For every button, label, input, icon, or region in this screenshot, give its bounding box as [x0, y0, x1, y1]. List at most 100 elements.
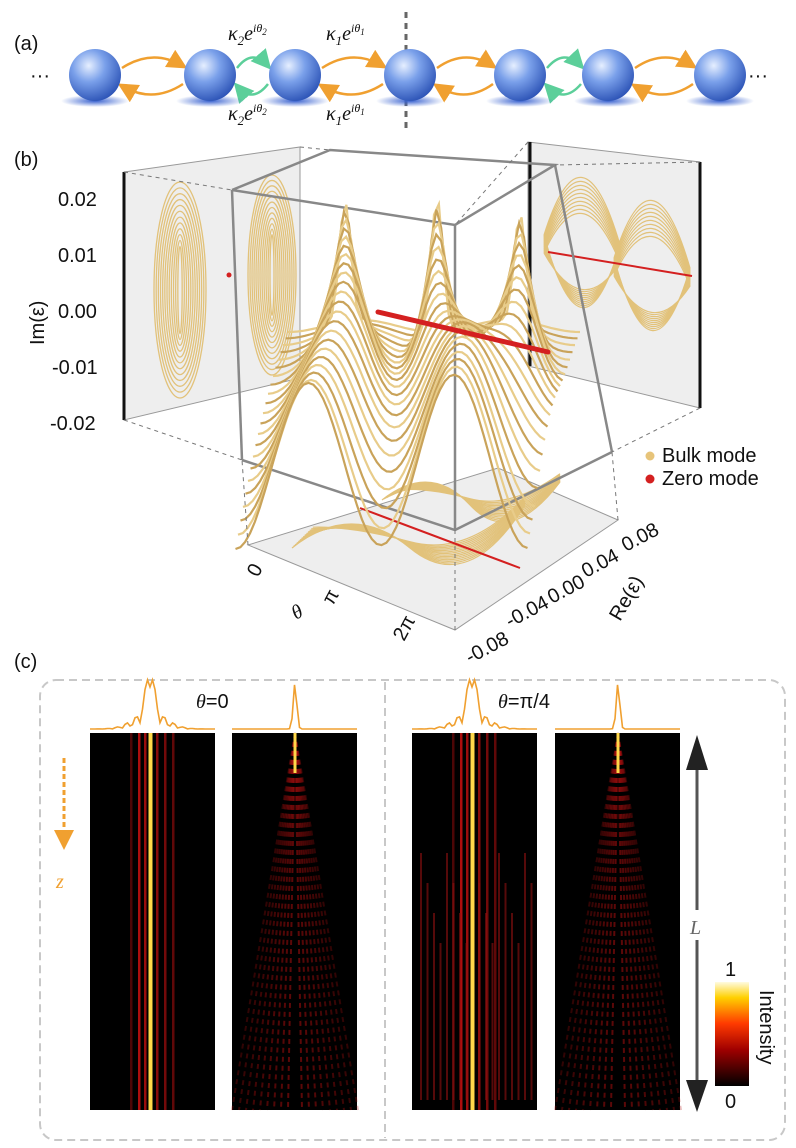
- panel-label: (b): [14, 149, 38, 171]
- intensity-stripe: [433, 913, 435, 1100]
- tick-label: -0.04: [502, 592, 553, 633]
- projection-ring: [164, 210, 196, 370]
- intensity-ray: [617, 732, 654, 1111]
- intensity-ray: [259, 732, 296, 1111]
- box-edge: [230, 189, 244, 461]
- zero-mode-point: [226, 272, 232, 278]
- projection-ring: [257, 201, 287, 349]
- projection-ring: [172, 233, 188, 346]
- panel-label: (c): [14, 651, 37, 673]
- intensity-stripe: [426, 883, 429, 1100]
- tick-label: 2π: [389, 612, 420, 644]
- coupling-arrow: [117, 82, 184, 103]
- projection-ring: [253, 190, 291, 360]
- legend-swatch: [645, 474, 655, 484]
- projection-ring: [249, 179, 295, 371]
- lattice-chain: [61, 48, 754, 107]
- colorbar: [715, 982, 749, 1086]
- projection-lobe: [613, 219, 691, 322]
- axis-label: Re(ε): [605, 572, 648, 624]
- projection-lobe: [613, 211, 691, 326]
- intensity-stripe: [486, 733, 489, 1110]
- axis-label: L: [689, 917, 701, 939]
- surface-contour: [235, 373, 528, 551]
- intensity-ray: [617, 732, 682, 1111]
- intensity-stripe: [466, 733, 469, 1110]
- intensity-ray: [617, 732, 668, 1111]
- coupling-labels: κ2eiθ2 κ1eiθ1 κ2eiθ2 κ1eiθ1: [228, 21, 365, 128]
- intensity-stripe: [530, 883, 533, 1100]
- projection-ring: [269, 233, 275, 317]
- intensity-stripe: [164, 733, 167, 1110]
- projection-ring: [157, 193, 203, 387]
- intensity-core: [293, 733, 297, 773]
- intensity-ray: [617, 732, 661, 1111]
- intensity-profile: [412, 677, 537, 730]
- projection-lobe: [613, 207, 691, 328]
- label-bg: [686, 910, 708, 940]
- coupling-arrow: [317, 82, 384, 103]
- intensity-stripe: [130, 733, 133, 1110]
- projection-ring: [267, 228, 277, 322]
- length-arrowhead: [686, 1080, 708, 1112]
- zero-mode-line: [375, 309, 551, 355]
- axis-label: Im(ε): [27, 301, 49, 345]
- projection-ring: [162, 204, 198, 376]
- zero-mode-line: [359, 507, 521, 569]
- projection-ring: [168, 222, 192, 358]
- coupling-arrow: [436, 49, 498, 70]
- tick-label: 0.00: [544, 571, 589, 609]
- projection-ring: [170, 228, 190, 352]
- z-arrowhead: [54, 830, 74, 850]
- intensity-ray: [294, 732, 338, 1111]
- projection-ring: [265, 223, 279, 327]
- intensity-stripe: [439, 943, 442, 1100]
- intensity-ray: [554, 732, 619, 1111]
- intensity-ray: [294, 732, 352, 1111]
- intensity-ray: [245, 732, 296, 1111]
- intensity-stripe: [156, 733, 159, 1110]
- projection-lobe: [613, 223, 691, 320]
- tick-label: 0.01: [58, 245, 97, 267]
- intensity-ray: [617, 732, 647, 1111]
- intensity-ray: [582, 732, 619, 1111]
- case-label: θ=π/4: [498, 691, 550, 713]
- intensity-profile: [232, 684, 357, 730]
- intensity-profile: [555, 684, 680, 730]
- legend-swatch: [645, 451, 655, 461]
- colorbar-max: 1: [725, 959, 736, 981]
- coupling-arrow: [432, 82, 494, 103]
- tick-label: π: [318, 586, 344, 609]
- intensity-ray: [294, 732, 359, 1111]
- coupling-label: κ1eiθ1: [326, 21, 365, 48]
- coupling-label: κ2eiθ2: [228, 101, 267, 128]
- legend-label: Zero mode: [662, 468, 759, 490]
- tick-label: 0.02: [58, 189, 97, 211]
- ellipsis: ···: [748, 65, 768, 87]
- projection-ring: [177, 245, 183, 335]
- guide-lines: [123, 141, 701, 630]
- lattice-site: [69, 49, 121, 101]
- intensity-ray: [266, 732, 296, 1111]
- tick-label: -0.02: [50, 413, 96, 435]
- lattice-site: [582, 49, 634, 101]
- projection-ring: [263, 217, 281, 333]
- case-label: θ=0: [196, 691, 229, 713]
- intensity-maps: [90, 677, 682, 1111]
- coupling-arrow: [233, 82, 269, 104]
- intensity-stripe: [485, 913, 487, 1100]
- intensity-stripe: [446, 853, 448, 1100]
- intensity-stripe: [491, 943, 494, 1100]
- intensity-stripe: [460, 733, 463, 1110]
- intensity-stripe: [138, 733, 141, 1110]
- tick-label: 0.08: [618, 519, 663, 557]
- projection-ring: [259, 206, 285, 344]
- intensity-core: [616, 733, 620, 773]
- tick-label: 0: [243, 560, 268, 580]
- coupling-arrow: [321, 49, 388, 70]
- frame: [39, 679, 786, 1141]
- intensity-profile: [90, 677, 215, 730]
- intensity-ray: [617, 732, 675, 1111]
- intensity-stripe: [144, 733, 147, 1110]
